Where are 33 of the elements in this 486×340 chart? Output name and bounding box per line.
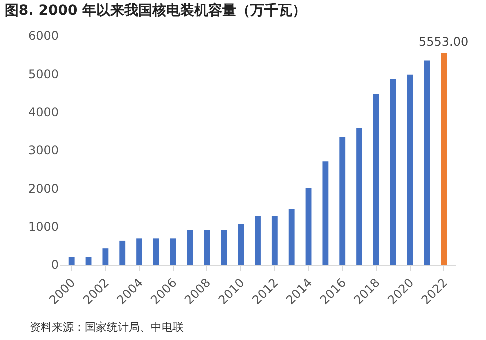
bar xyxy=(407,74,414,265)
data-label: 5553.00 xyxy=(419,35,469,49)
bar xyxy=(306,188,312,265)
y-tick-label: 3000 xyxy=(28,144,59,158)
bar xyxy=(255,216,261,265)
bar xyxy=(102,248,109,265)
bar xyxy=(86,256,92,265)
bar xyxy=(424,60,430,265)
bar xyxy=(441,53,448,265)
y-tick-label: 2000 xyxy=(28,182,59,196)
y-tick-label: 5000 xyxy=(28,67,59,82)
bar xyxy=(204,230,210,265)
bar xyxy=(170,238,176,265)
chart-title: 图8. 2000 年以来我国核电装机容量（万千瓦） xyxy=(4,2,307,19)
bar xyxy=(238,224,244,265)
text: 资料来源：国家统计局、中电联 xyxy=(30,321,184,334)
bar xyxy=(187,230,194,265)
bar xyxy=(340,137,346,265)
bar xyxy=(68,256,75,265)
y-tick-label: 0 xyxy=(51,258,59,272)
y-tick-label: 1000 xyxy=(28,220,59,234)
y-tick-label: 6000 xyxy=(28,29,59,44)
bar xyxy=(221,230,228,265)
bar xyxy=(322,162,329,265)
bar xyxy=(154,238,160,265)
bar xyxy=(136,238,142,265)
y-tick-label: 4000 xyxy=(28,106,59,120)
bar xyxy=(356,128,362,265)
bar xyxy=(374,94,380,265)
bar xyxy=(288,209,295,265)
bar xyxy=(120,240,126,265)
bar xyxy=(272,216,278,265)
bar xyxy=(390,79,396,265)
